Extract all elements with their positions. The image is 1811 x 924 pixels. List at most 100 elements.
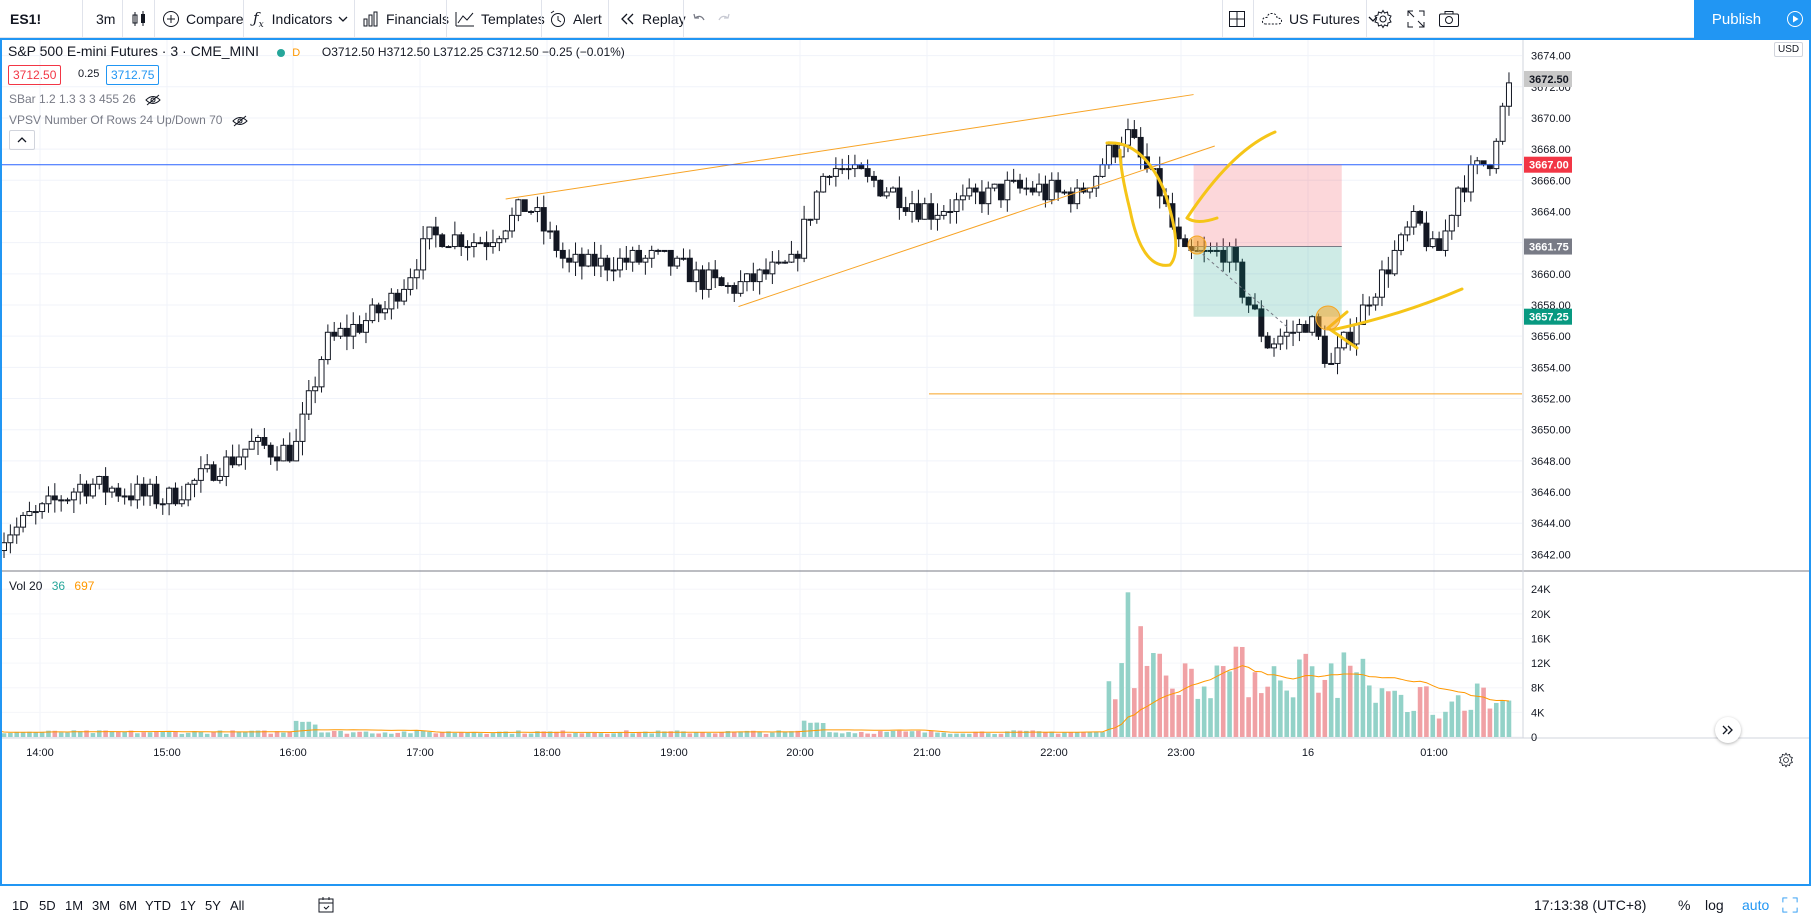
range-button-all[interactable]: All xyxy=(230,897,245,913)
volume-bar xyxy=(687,733,693,737)
candle xyxy=(1372,293,1379,311)
candle-body xyxy=(1055,179,1062,193)
bid-price[interactable]: 3712.50 xyxy=(8,65,62,85)
candle xyxy=(1010,168,1017,184)
range-button-3m[interactable]: 3M xyxy=(92,897,111,913)
log-scale-toggle[interactable]: log xyxy=(1705,897,1724,913)
volume-tick-label: 8K xyxy=(1531,683,1545,695)
volume-bar xyxy=(1487,708,1493,737)
volume-bar xyxy=(471,732,477,737)
volume-bar xyxy=(890,730,896,737)
range-button-5y[interactable]: 5Y xyxy=(205,897,221,913)
undo-button[interactable] xyxy=(691,0,707,38)
settings-button[interactable] xyxy=(1373,0,1393,38)
candle xyxy=(566,249,573,273)
indicator-vpsv-label[interactable]: VPSV Number Of Rows 24 Up/Down 70 xyxy=(9,113,223,127)
candle-body xyxy=(731,285,738,294)
chart-canvas[interactable]: 3674.003672.003670.003668.003666.003664.… xyxy=(2,40,1809,884)
chart-pane[interactable]: 3674.00 3672.00 3670.00 3668.00 3666.00 3664.… xyxy=(0,38,1811,886)
timezone-clock[interactable]: 17:13:38 (UTC+8) xyxy=(1534,897,1647,913)
collapse-legend-button[interactable] xyxy=(9,130,35,150)
range-button-1d[interactable]: 1D xyxy=(12,897,29,913)
candle-body xyxy=(921,203,928,220)
chart-type-button[interactable] xyxy=(130,0,148,38)
scroll-to-realtime-button[interactable] xyxy=(1715,717,1741,743)
auto-scale-toggle[interactable]: auto xyxy=(1742,897,1770,913)
publish-button[interactable]: Publish xyxy=(1694,0,1779,38)
range-button-6m[interactable]: 6M xyxy=(119,897,138,913)
candle xyxy=(1448,214,1455,240)
volume-bar xyxy=(446,731,451,737)
percent-scale-toggle[interactable]: % xyxy=(1678,897,1691,913)
range-button-1m[interactable]: 1M xyxy=(65,897,84,913)
range-button-1y[interactable]: 1Y xyxy=(180,897,196,913)
candle-body xyxy=(1423,222,1430,248)
candle xyxy=(286,432,293,463)
indicators-button[interactable]: ƒx Indicators xyxy=(253,0,332,38)
volume-bar xyxy=(782,731,788,737)
candle xyxy=(477,236,484,245)
volume-bar xyxy=(509,733,515,737)
instrument-title[interactable]: S&P 500 E-mini Futures · 3 · CME_MINI xyxy=(8,43,260,59)
candle-body xyxy=(274,456,281,462)
volume-bar xyxy=(103,730,108,737)
annotation-circle xyxy=(1105,141,1178,267)
candle-body xyxy=(997,183,1004,201)
eye-off-icon[interactable] xyxy=(145,94,161,106)
layout-button[interactable] xyxy=(1228,0,1246,38)
play-button[interactable] xyxy=(1779,0,1811,38)
volume-bar xyxy=(731,731,737,737)
fullscreen-button[interactable] xyxy=(1407,0,1425,38)
candle xyxy=(661,249,668,253)
eye-off-icon[interactable] xyxy=(232,115,248,127)
candle xyxy=(229,444,236,469)
candle xyxy=(1131,120,1138,140)
candle-body xyxy=(305,390,312,415)
date-range-button[interactable] xyxy=(317,886,335,924)
financials-button[interactable]: Financials xyxy=(362,0,449,38)
market-selector[interactable]: US Futures xyxy=(1261,0,1378,38)
snapshot-button[interactable] xyxy=(1438,0,1460,38)
volume-bar xyxy=(1208,698,1213,737)
volume-label[interactable]: Vol 20 xyxy=(9,579,43,593)
candle-body xyxy=(1467,164,1474,193)
interval-button[interactable]: 3m xyxy=(96,0,115,38)
volume-bar xyxy=(1163,675,1169,737)
volume-bar xyxy=(871,733,877,737)
candle xyxy=(1264,332,1271,349)
fullscreen-bottom-button[interactable] xyxy=(1782,886,1798,924)
candle xyxy=(604,254,611,282)
range-button-ytd[interactable]: YTD xyxy=(145,897,171,913)
candle-body xyxy=(331,331,338,337)
redo-button[interactable] xyxy=(716,0,732,38)
volume-bar xyxy=(2,733,7,737)
volume-bar xyxy=(744,730,750,737)
annotation-arrow-lower xyxy=(1330,287,1464,332)
volume-bar xyxy=(547,731,553,737)
ask-price[interactable]: 3712.75 xyxy=(106,65,160,85)
candle-body xyxy=(489,242,496,248)
undo-icon xyxy=(693,13,705,21)
chart-settings-button[interactable] xyxy=(1778,752,1794,773)
candle-body xyxy=(235,456,242,466)
symbol-search[interactable]: ES1! xyxy=(10,0,41,38)
volume-bar xyxy=(1449,701,1455,737)
candle-body xyxy=(699,269,706,290)
candle xyxy=(629,246,636,272)
indicator-sbar-label[interactable]: SBar 1.2 1.3 3 3 455 26 xyxy=(9,92,136,106)
candle-body xyxy=(1245,296,1252,306)
replay-button[interactable]: Replay xyxy=(618,0,686,38)
range-button-5d[interactable]: 5D xyxy=(39,897,56,913)
volume-bar xyxy=(122,731,127,737)
indicators-dropdown[interactable] xyxy=(338,0,348,38)
templates-button[interactable]: Templates xyxy=(455,0,545,38)
volume-bar xyxy=(604,733,610,737)
currency-label[interactable]: USD xyxy=(1774,42,1804,57)
volume-legend: Vol 20 36 697 xyxy=(9,579,94,593)
bar-chart-icon xyxy=(363,11,378,27)
compare-button[interactable]: Compare xyxy=(162,0,244,38)
candle xyxy=(509,207,516,238)
volume-axis: 24K 20K 16K 12K 8K 4K 0 xyxy=(1531,584,1551,744)
volume-bar xyxy=(554,731,559,737)
alert-button[interactable]: Alert xyxy=(549,0,602,38)
